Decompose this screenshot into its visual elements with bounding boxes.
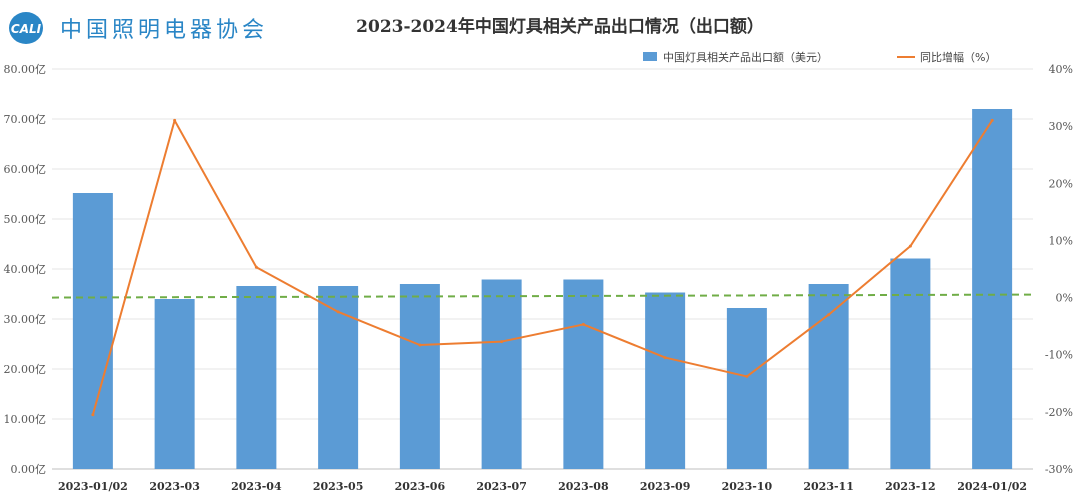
line-point [990,118,994,122]
x-tick-label: 2023-09 [640,480,691,493]
bar [399,284,440,469]
bar [972,109,1013,469]
x-tick-label: 2024-01/02 [957,480,1027,493]
x-tick-label: 2023-06 [395,480,446,493]
y-left-tick-label: 40.00亿 [4,263,47,276]
bar [808,284,849,469]
x-tick-label: 2023-12 [885,480,936,493]
bar [236,286,277,469]
legend-bar-swatch [643,52,657,61]
y-left-tick-label: 50.00亿 [4,213,47,226]
line-point [745,374,749,378]
y-left-tick-label: 80.00亿 [4,63,47,76]
logo: CALI 中国照明电器协会 [8,8,264,46]
y-left-tick-label: 0.00亿 [11,463,47,476]
x-tick-label: 2023-04 [231,480,282,493]
bar [890,258,931,469]
bar [154,299,195,469]
bar [645,292,686,469]
line-point [173,118,177,122]
logo-org-name: 中国照明电器协会 [60,18,269,43]
y-right-tick-label: 40% [1049,63,1073,76]
line-point [663,356,667,360]
cali-logo-icon: CALI [9,12,43,44]
reference-line [51,293,1034,299]
y-right-tick-label: 0% [1056,292,1073,305]
bar [481,279,522,469]
line-point [336,310,340,314]
chart-title: 2023-2024年中国灯具相关产品出口情况（出口额） [356,17,764,37]
bar [72,193,113,469]
x-tick-label: 2023-03 [149,480,200,493]
logo-mark-text: CALI [11,22,42,36]
line-point [254,265,258,269]
y-left-tick-label: 30.00亿 [4,313,47,326]
legend-bar-label: 中国灯具相关产品出口额（美元） [663,50,828,64]
x-tick-label: 2023-05 [313,480,364,493]
y-right-tick-label: -20% [1045,406,1073,419]
line-point [500,340,504,344]
y-left-tick-label: 20.00亿 [4,363,47,376]
bar [318,286,359,469]
y-right-tick-label: -30% [1045,463,1073,476]
line-point [418,343,422,347]
x-tick-label: 2023-11 [803,480,854,493]
y-left-tick-label: 60.00亿 [4,163,47,176]
y-left-tick-label: 10.00亿 [4,413,47,426]
x-tick-label: 2023-01/02 [58,480,128,493]
line-point [827,313,831,317]
x-tick-label: 2023-10 [722,480,773,493]
line-series [91,119,993,415]
y-right-tick-label: 30% [1049,120,1073,133]
bar [563,279,604,469]
line-point [581,322,585,326]
x-tick-label: 2023-07 [476,480,527,493]
y-right-tick-label: 10% [1049,234,1073,247]
line-point [908,244,912,248]
y-right-tick-label: -10% [1045,349,1073,362]
y-left-tick-label: 70.00亿 [4,113,47,126]
x-tick-label: 2023-08 [558,480,609,493]
bar [726,308,767,469]
legend-line-label: 同比增幅（%） [920,50,996,64]
line-point [91,413,95,417]
y-right-tick-label: 20% [1049,177,1073,190]
